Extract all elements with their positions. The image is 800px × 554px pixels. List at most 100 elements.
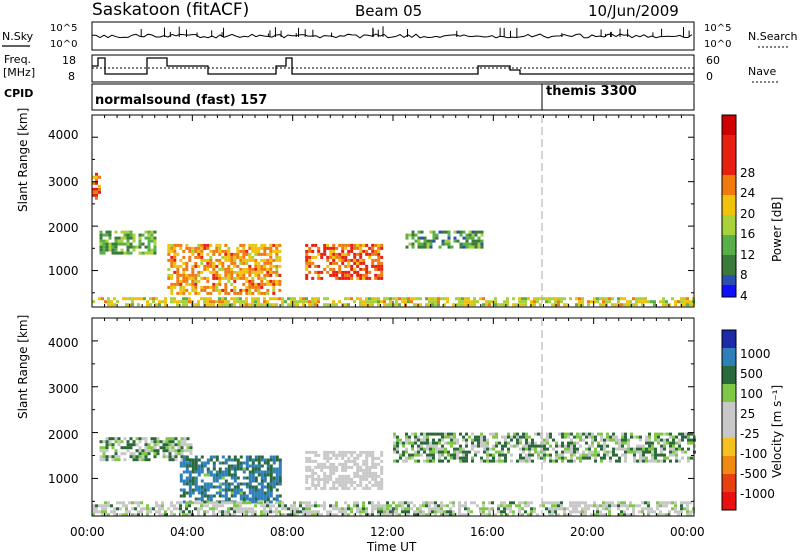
velocity-cell <box>620 501 623 505</box>
power-cell <box>107 303 110 307</box>
power-cell <box>474 233 478 237</box>
power-cell <box>185 267 189 271</box>
power-cell <box>287 303 290 307</box>
velocity-cell <box>272 479 276 483</box>
velocity-cell <box>401 507 404 511</box>
power-cell <box>191 276 195 280</box>
velocity-cell <box>567 447 570 451</box>
velocity-cell <box>117 440 121 444</box>
velocity-cell <box>135 458 139 462</box>
velocity-cell <box>405 459 408 463</box>
power-cell <box>459 242 463 246</box>
velocity-cell <box>666 438 669 442</box>
power-cell <box>437 303 440 307</box>
velocity-cell <box>657 453 660 457</box>
power-cell <box>227 270 231 274</box>
power-cell <box>167 276 171 280</box>
velocity-cell <box>623 504 626 508</box>
power-cell <box>350 267 354 271</box>
power-cell <box>194 264 198 268</box>
velocity-cell <box>633 459 636 463</box>
velocity-cell <box>293 510 296 514</box>
velocity-cell <box>504 459 507 463</box>
velocity-cell <box>233 513 236 517</box>
velocity-cell <box>401 510 404 514</box>
velocity-cell <box>405 435 408 439</box>
power-cell <box>474 245 478 249</box>
power-cell <box>641 297 644 301</box>
power-cell <box>242 276 246 280</box>
power-cell <box>428 303 431 307</box>
velocity-cell <box>477 441 480 445</box>
velocity-cell <box>257 494 261 498</box>
power-cell <box>426 242 430 246</box>
power-cell <box>134 297 137 301</box>
velocity-cell <box>206 510 209 514</box>
velocity-cell <box>584 513 587 517</box>
power-cell <box>120 248 124 252</box>
velocity-cell <box>531 444 534 448</box>
power-cell <box>257 267 261 271</box>
velocity-cell <box>525 438 528 442</box>
power-cell <box>527 297 530 301</box>
velocity-cell <box>663 444 666 448</box>
velocity-cell <box>399 438 402 442</box>
power-cell <box>371 258 375 262</box>
power-cell <box>251 303 254 307</box>
velocity-cell <box>515 504 518 508</box>
velocity-cell <box>636 447 639 451</box>
velocity-cell <box>129 446 133 450</box>
power-cell <box>347 261 351 265</box>
velocity-cell <box>215 513 218 517</box>
velocity-cell <box>302 501 305 505</box>
power-cell <box>332 300 335 304</box>
velocity-cell <box>156 449 160 453</box>
power-cell <box>275 297 278 301</box>
velocity-cell <box>164 513 167 517</box>
velocity-cell <box>123 446 127 450</box>
velocity-cell <box>347 477 351 481</box>
velocity-cell <box>188 510 191 514</box>
velocity-cell <box>687 435 690 439</box>
velocity-cell <box>416 510 419 514</box>
velocity-cell <box>498 450 501 454</box>
power-cell <box>275 282 279 286</box>
velocity-cell <box>338 510 341 514</box>
power-cell <box>278 297 281 301</box>
velocity-cell <box>245 510 248 514</box>
velocity-cell <box>99 455 103 459</box>
velocity-cell <box>524 504 527 508</box>
velocity-cell <box>518 510 521 514</box>
power-cell <box>395 300 398 304</box>
power-cell <box>185 282 189 286</box>
velocity-cell <box>456 453 459 457</box>
velocity-cell <box>338 450 342 454</box>
power-cell <box>398 303 401 307</box>
velocity-cell <box>567 432 570 436</box>
power-cell <box>266 270 270 274</box>
power-cell <box>233 276 237 280</box>
power-cell <box>365 243 369 247</box>
velocity-cell <box>458 504 461 508</box>
velocity-cell <box>467 510 470 514</box>
velocity-cell <box>344 501 347 505</box>
velocity-cell <box>479 510 482 514</box>
velocity-cell <box>239 507 242 511</box>
power-cell <box>102 233 106 237</box>
power-cell <box>356 261 360 265</box>
power-cell <box>356 252 360 256</box>
velocity-cell <box>374 477 378 481</box>
velocity-cell <box>260 510 263 514</box>
power-cell <box>311 261 315 265</box>
velocity-cell <box>438 447 441 451</box>
velocity-cell <box>474 453 477 457</box>
velocity-cell <box>165 449 169 453</box>
power-cell <box>441 242 445 246</box>
power-cell <box>350 297 353 301</box>
power-cell <box>335 270 339 274</box>
power-cell <box>209 264 213 268</box>
velocity-cell <box>147 446 151 450</box>
velocity-cell <box>341 510 344 514</box>
power-cell <box>173 300 176 304</box>
velocity-cell <box>242 482 246 486</box>
